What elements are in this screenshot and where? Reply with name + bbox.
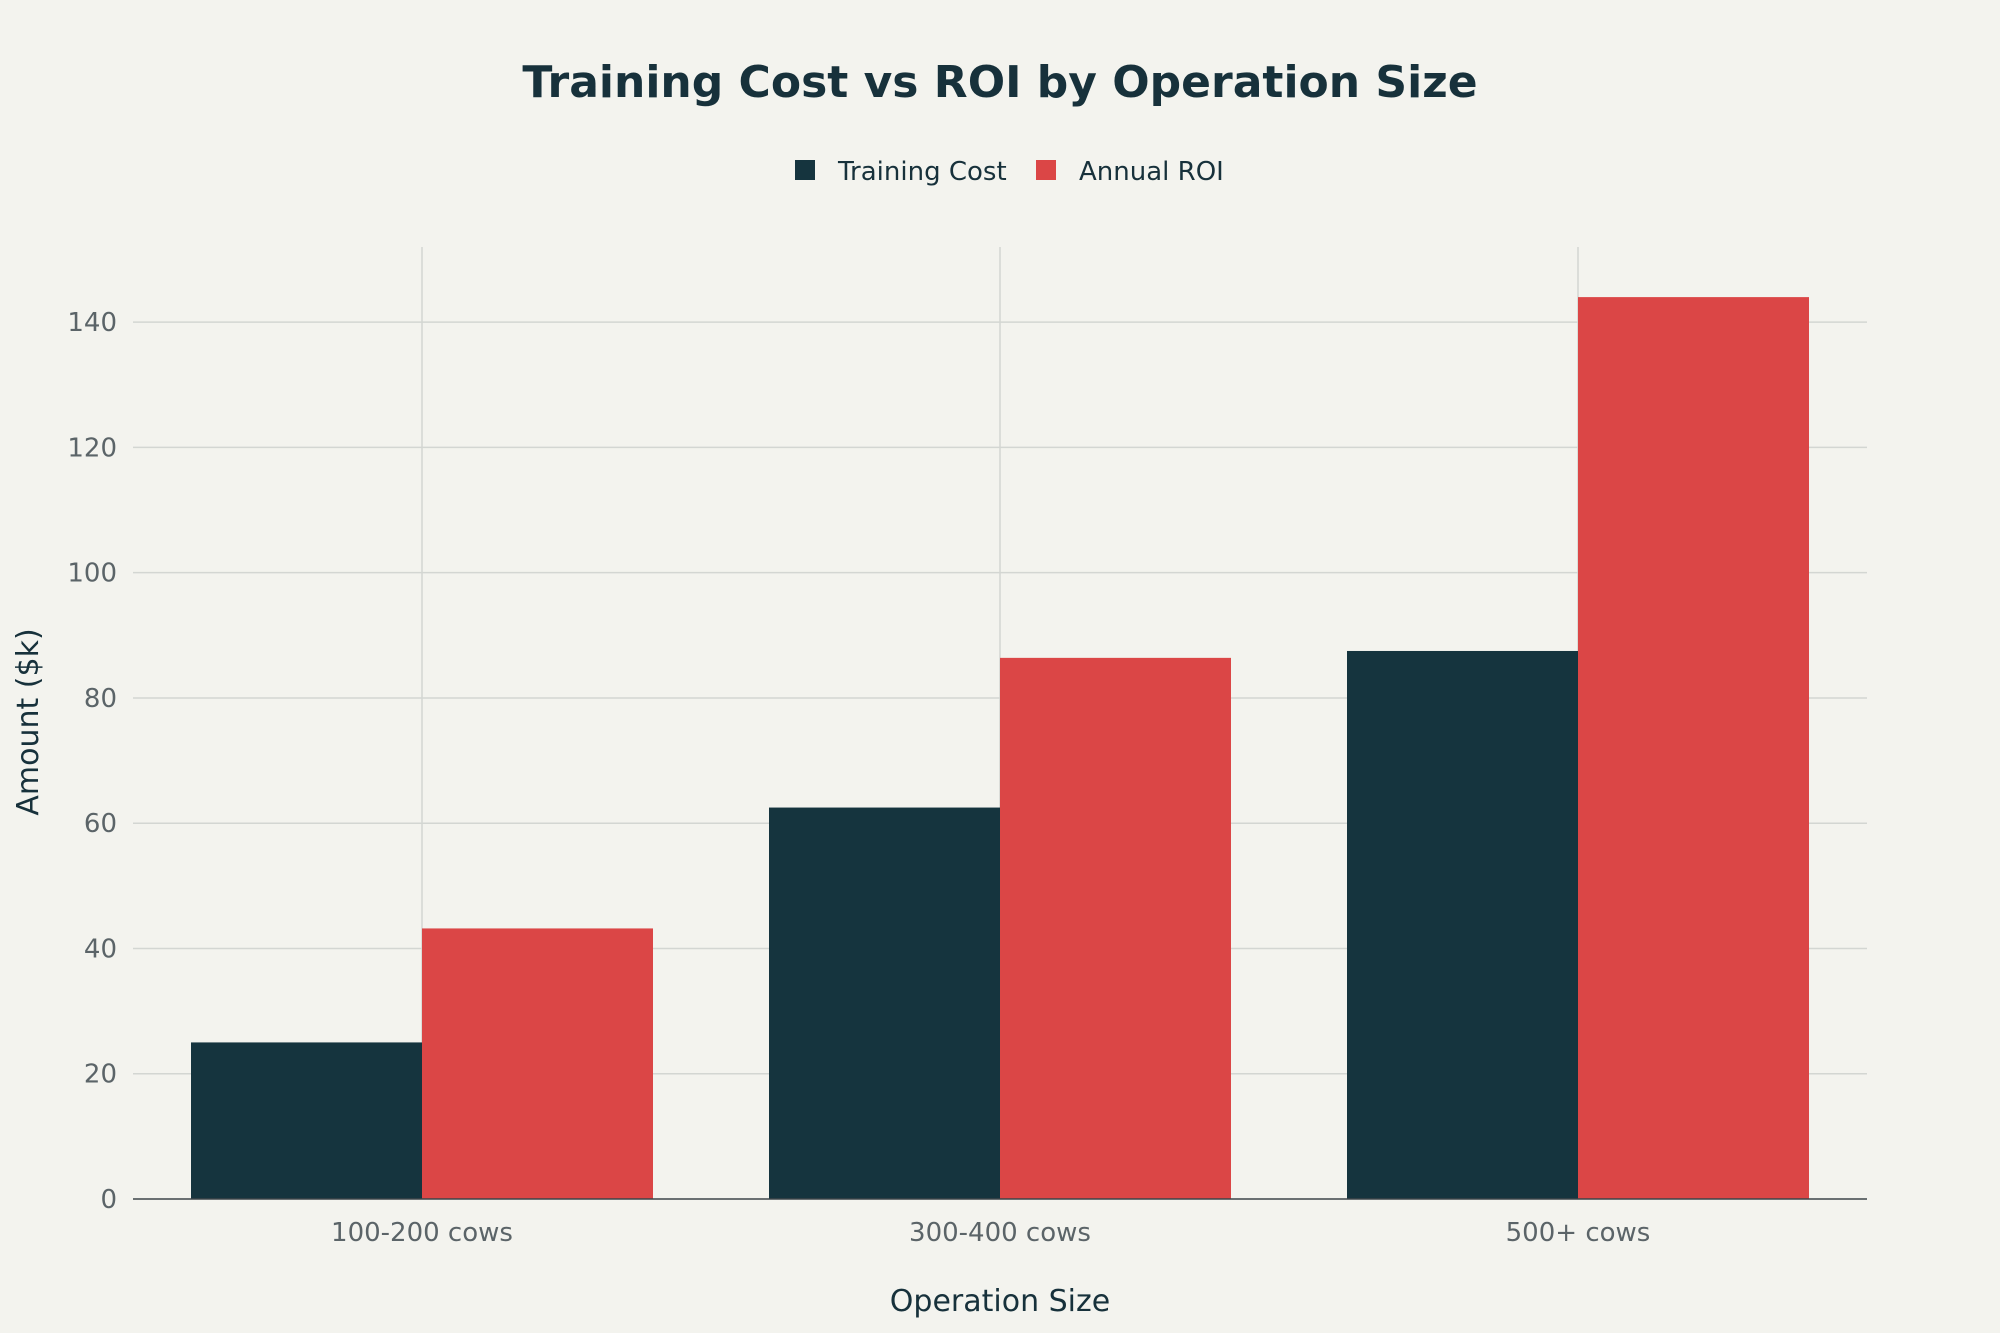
bars <box>191 297 1809 1200</box>
y-tick-label: 80 <box>84 684 117 714</box>
x-axis-ticks: 100-200 cows 300-400 cows 500+ cows <box>331 1218 1650 1248</box>
y-axis-title: Amount ($k) <box>11 628 46 815</box>
x-axis-title: Operation Size <box>890 1284 1110 1319</box>
y-tick-label: 100 <box>67 559 117 589</box>
legend: Training Cost Annual ROI <box>795 157 1224 187</box>
legend-label-training-cost: Training Cost <box>837 157 1007 187</box>
x-tick-label: 500+ cows <box>1506 1218 1651 1248</box>
bar-training-cost-3 <box>1347 650 1578 1199</box>
legend-swatch-training-cost <box>795 160 815 180</box>
y-axis-ticks: 0 20 40 60 80 100 120 140 <box>67 308 117 1215</box>
y-tick-label: 60 <box>84 809 117 839</box>
y-tick-label: 0 <box>100 1185 117 1215</box>
bar-training-cost-2 <box>769 807 1000 1199</box>
chart-title: Training Cost vs ROI by Operation Size <box>522 57 1477 108</box>
y-tick-label: 20 <box>84 1060 117 1090</box>
x-tick-label: 100-200 cows <box>331 1218 513 1248</box>
bar-training-cost-1 <box>191 1042 422 1199</box>
x-tick-label: 300-400 cows <box>909 1218 1091 1248</box>
y-tick-label: 120 <box>67 433 117 463</box>
legend-swatch-annual-roi <box>1036 160 1056 180</box>
bar-annual-roi-1 <box>422 928 653 1199</box>
legend-label-annual-roi: Annual ROI <box>1079 157 1224 187</box>
bar-annual-roi-3 <box>1578 297 1809 1200</box>
bar-annual-roi-2 <box>1000 657 1231 1199</box>
y-tick-label: 140 <box>67 308 117 338</box>
y-tick-label: 40 <box>84 934 117 964</box>
